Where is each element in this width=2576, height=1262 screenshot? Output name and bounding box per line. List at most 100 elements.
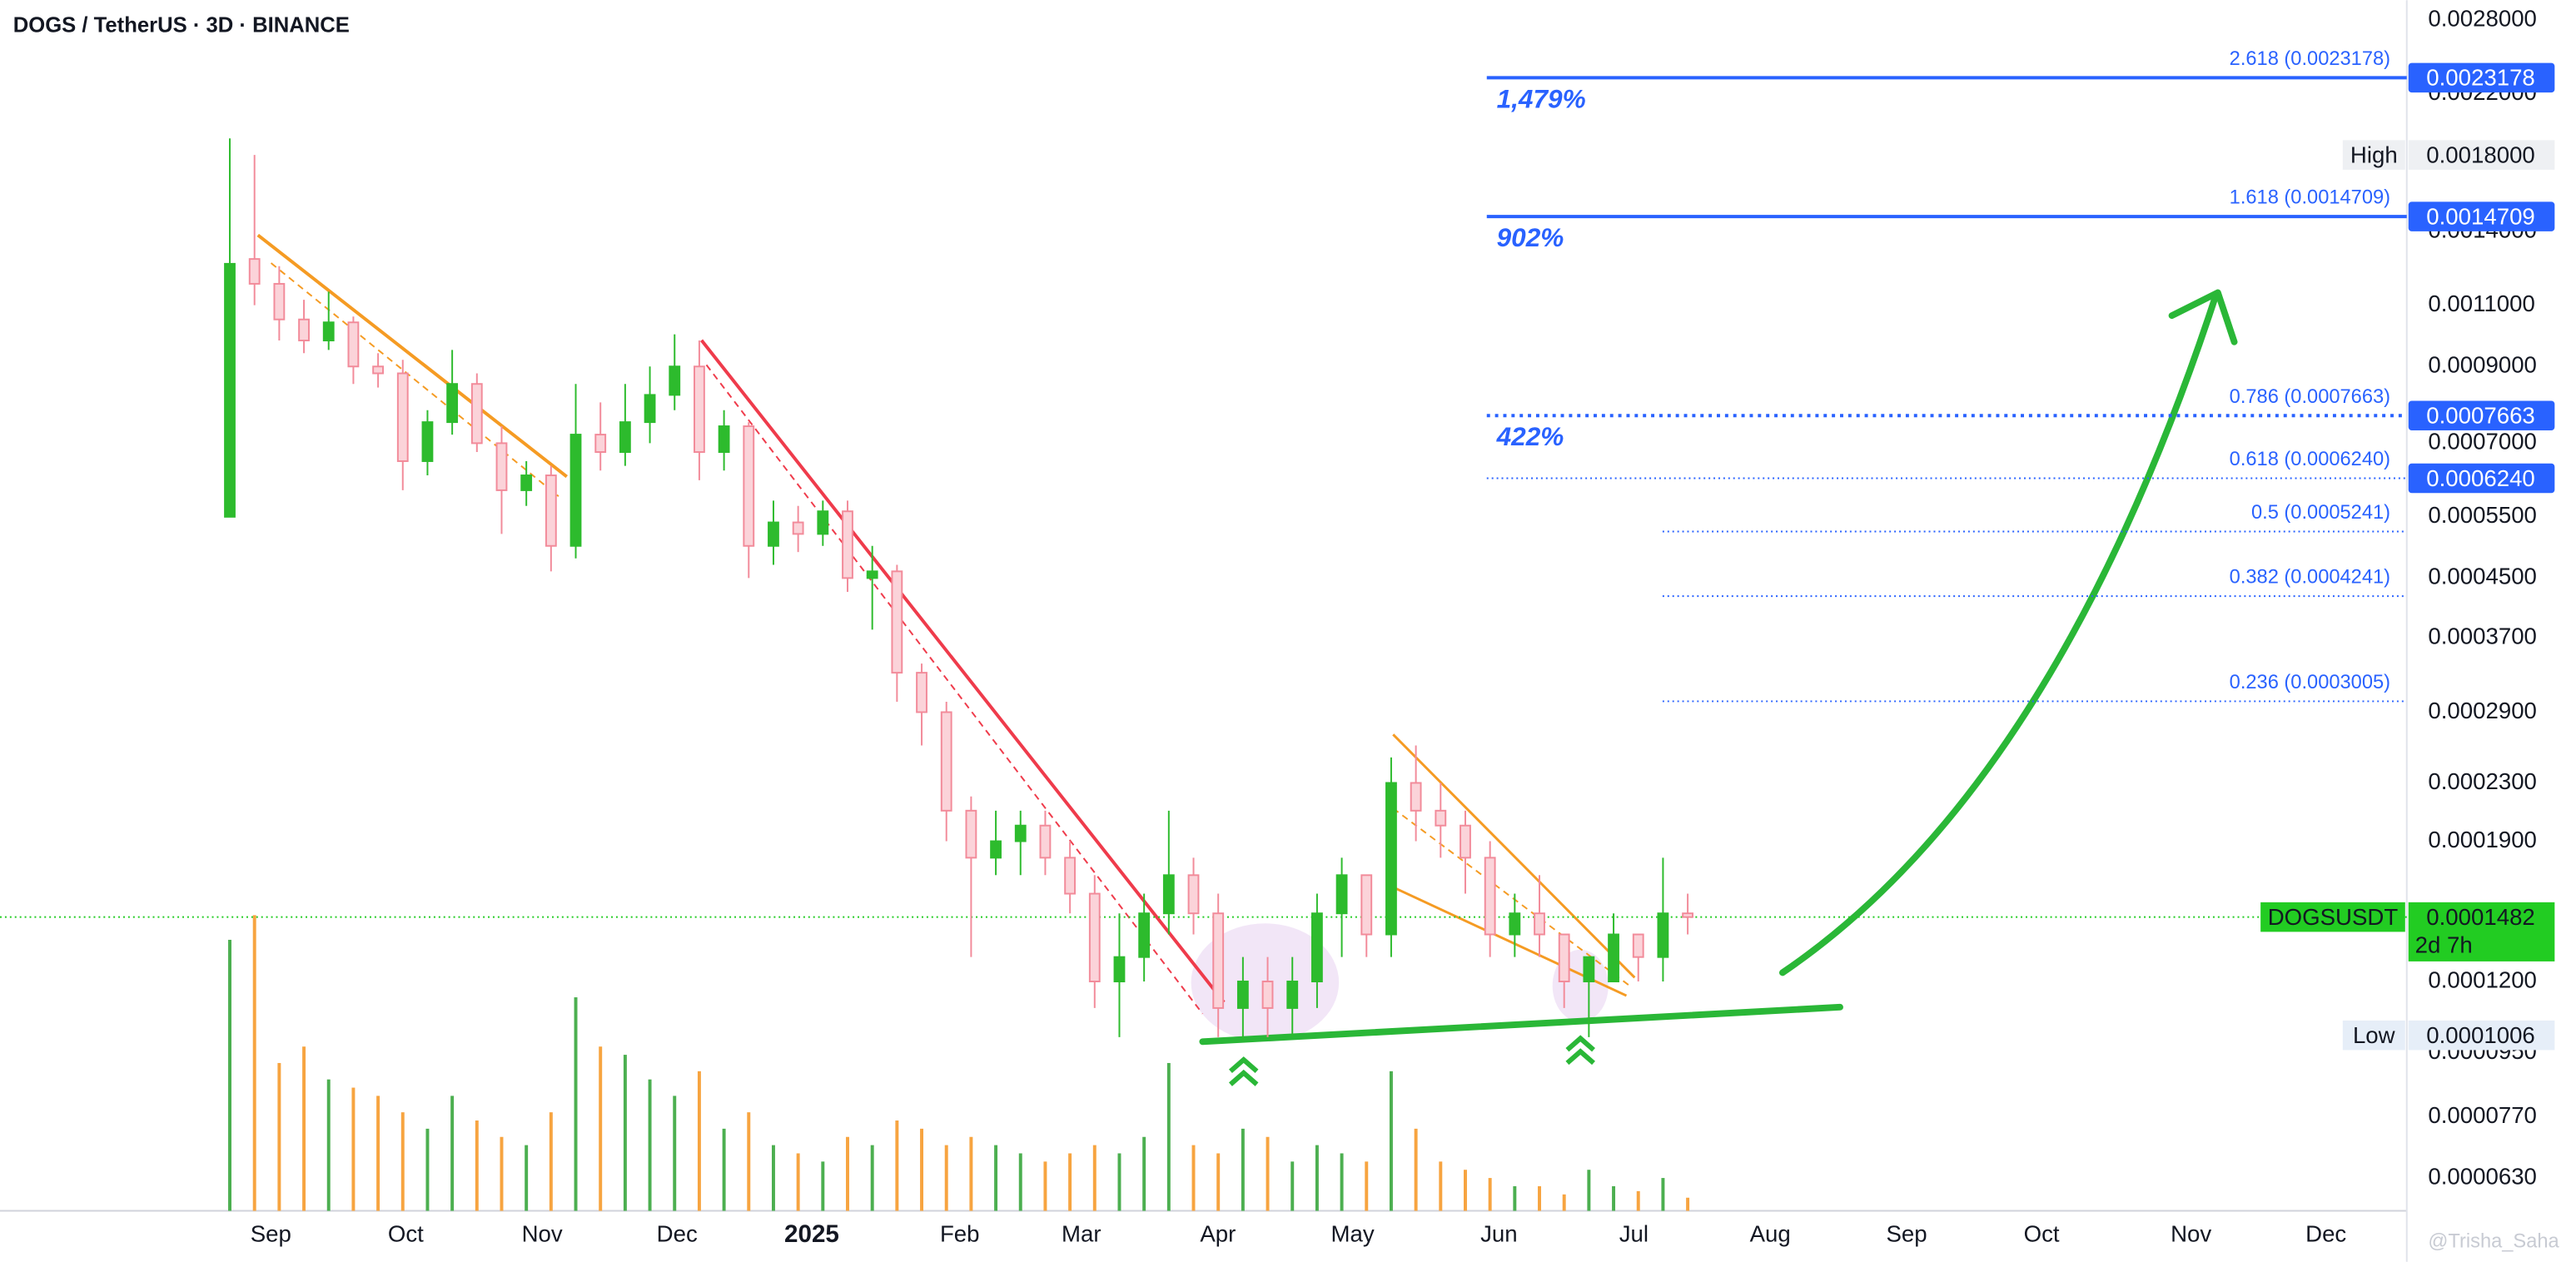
price-tag	[2408, 201, 2555, 231]
candle-body	[1360, 874, 1373, 936]
fib-percent: 422%	[1496, 421, 1564, 451]
candle-body	[1385, 782, 1397, 936]
price-tag	[2408, 400, 2555, 430]
candle-body	[396, 372, 409, 462]
y-tick-label: 0.0011000	[2428, 291, 2534, 316]
volume-bar	[1636, 1190, 1640, 1211]
fib-percent: 1,479%	[1497, 83, 1586, 113]
y-tick-label: 0.0028000	[2428, 5, 2537, 31]
volume-bar	[277, 1062, 281, 1211]
x-tick-label: Aug	[1750, 1220, 1791, 1246]
candle-body	[916, 672, 927, 713]
candle-body	[347, 321, 360, 368]
high-value: 0.0018000	[2426, 142, 2535, 167]
candle-body	[224, 262, 236, 518]
fib-label: 0.382 (0.0004241)	[2230, 567, 2390, 589]
x-tick-label: May	[1331, 1220, 1375, 1246]
chevron	[1228, 1056, 1259, 1086]
candle-body	[1410, 782, 1422, 812]
last-price-box	[2408, 902, 2555, 961]
x-tick-label: 2025	[784, 1220, 839, 1248]
candle-body	[940, 711, 952, 812]
candle-body	[1484, 857, 1496, 936]
volume-bar	[1612, 1185, 1616, 1211]
candle-body	[1088, 892, 1101, 983]
trend-line	[270, 262, 559, 497]
volume-bar	[525, 1145, 529, 1211]
volume-bar	[302, 1046, 306, 1211]
volume-bar	[697, 1071, 701, 1211]
volume-bar	[252, 915, 256, 1211]
volume-bar	[599, 1046, 603, 1211]
volume-bar	[1464, 1170, 1467, 1211]
volume-bar	[1266, 1136, 1270, 1211]
y-tick-label: 0.0003700	[2428, 623, 2537, 648]
candle-body	[1286, 981, 1299, 1009]
candle-body	[1657, 912, 1669, 958]
fib-label: 0.786 (0.0007663)	[2230, 386, 2390, 408]
volume-bar	[1365, 1161, 1369, 1211]
chevron	[1565, 1035, 1595, 1066]
candle-body	[446, 383, 459, 424]
volume-bar	[870, 1145, 874, 1211]
candle-body	[1534, 912, 1545, 936]
volume-bar	[500, 1136, 504, 1211]
x-tick-label: Jul	[1619, 1220, 1649, 1246]
volume-bar	[994, 1145, 998, 1211]
fib-label: 0.236 (0.0003005)	[2230, 672, 2390, 693]
volume-bar	[895, 1120, 899, 1211]
price-tag-label: 0.0023178	[2426, 65, 2535, 91]
volume-bar	[1315, 1145, 1319, 1211]
high-tag-text: High	[2350, 142, 2398, 167]
support-line	[1199, 1003, 1843, 1046]
arrow-head	[2168, 289, 2238, 345]
candle-body	[1608, 933, 1619, 983]
candle-body	[1261, 981, 1274, 1009]
candle-body	[743, 425, 755, 547]
volume-bar	[1068, 1153, 1072, 1211]
volume-bar	[1538, 1185, 1541, 1211]
price-tag-label: 0.0014709	[2426, 203, 2535, 229]
candle-body	[1310, 912, 1323, 983]
countdown: 2d 7h	[2415, 932, 2473, 957]
volume-bar	[1043, 1161, 1047, 1211]
volume-bar	[1290, 1161, 1295, 1211]
volume-bar	[1513, 1185, 1517, 1211]
volume-bar	[376, 1096, 380, 1211]
candle-body	[248, 258, 261, 285]
x-tick-label: Nov	[522, 1220, 563, 1246]
fib-label: 0.5 (0.0005241)	[2251, 502, 2390, 524]
volume-bar	[648, 1079, 652, 1211]
candle-body	[842, 510, 853, 579]
volume-bar	[821, 1161, 825, 1211]
x-tick-label: Oct	[388, 1220, 424, 1246]
volume-bar	[549, 1112, 553, 1211]
candle-body	[1212, 912, 1225, 1009]
volume-bar	[1562, 1194, 1566, 1211]
volume-bar	[1414, 1128, 1418, 1211]
volume-bar	[1216, 1153, 1221, 1211]
volume-bar	[326, 1079, 331, 1211]
volume-bar	[1117, 1153, 1121, 1211]
y-tick-label: 0.0001200	[2428, 966, 2537, 992]
price-tag	[2408, 62, 2555, 93]
price-tag	[2408, 463, 2555, 494]
candle-body	[1509, 912, 1521, 936]
candle-body	[1335, 874, 1348, 915]
candle-body	[817, 510, 829, 535]
candle-body	[1558, 933, 1570, 983]
volume-bar	[920, 1128, 924, 1211]
candle-body	[1435, 809, 1447, 827]
projection-arrow	[1778, 296, 2218, 976]
price-tag-label: 0.0006240	[2426, 465, 2535, 491]
last-price: 0.0001482	[2426, 904, 2535, 930]
low-value-box	[2408, 1020, 2555, 1051]
volume-bar	[1686, 1197, 1690, 1211]
candle-body	[1236, 981, 1249, 1009]
volume-bar	[475, 1120, 479, 1211]
y-tick-label: 0.0000630	[2428, 1164, 2537, 1190]
trend-line	[700, 339, 1226, 1004]
candle-body	[1113, 956, 1126, 983]
volume-bar	[425, 1128, 430, 1211]
